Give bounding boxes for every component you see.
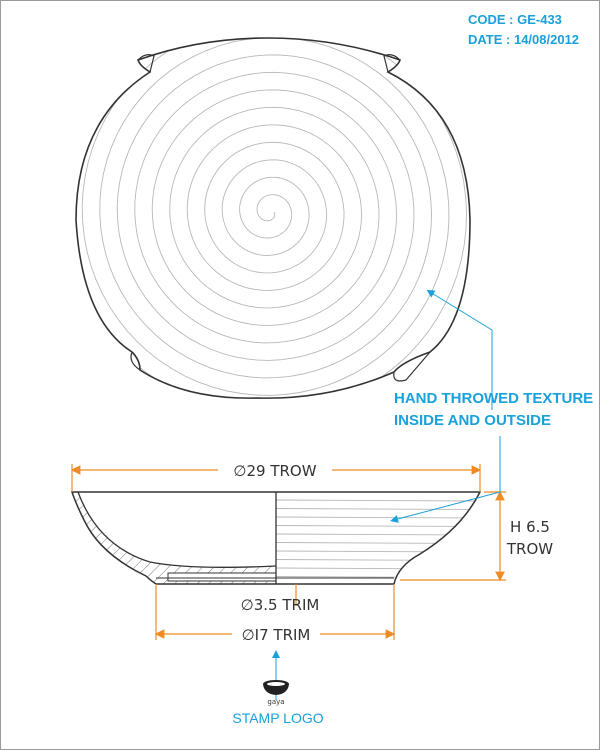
stamp-logo-icon: gaya	[263, 680, 289, 706]
side-texture	[276, 499, 480, 578]
base-diameter-label: ∅I7 TRIM	[242, 626, 311, 644]
notch-bottom-right	[393, 351, 431, 382]
texture-note-line1: HAND THROWED TEXTURE	[394, 390, 594, 407]
notch-top-right	[383, 54, 401, 73]
texture-note: HAND THROWED TEXTURE INSIDE AND OUTSIDE	[394, 388, 593, 432]
section-hatch	[72, 492, 276, 584]
section-outline	[70, 491, 482, 585]
notch-top-left	[137, 54, 155, 73]
texture-ring	[276, 542, 480, 544]
bowl-top-view	[75, 37, 471, 399]
notch-bottom-left	[130, 351, 141, 371]
foot-diameter-label: ∅3.5 TRIM	[241, 596, 320, 614]
texture-leader	[390, 289, 501, 523]
product-code: CODE : GE-433	[468, 12, 562, 27]
top-diameter-label: ∅29 TROW	[233, 462, 316, 480]
drawing-date: DATE : 14/08/2012	[468, 32, 580, 47]
height-label-line1: H 6.5	[510, 518, 550, 536]
texture-note-line2: INSIDE AND OUTSIDE	[394, 412, 551, 429]
base-dim-label-bg	[232, 625, 320, 643]
texture-ring	[276, 550, 480, 553]
texture-ring	[276, 508, 480, 510]
texture-ring	[276, 516, 480, 519]
texture-ring	[276, 525, 480, 527]
foot-recess	[167, 572, 277, 582]
texture-ring	[276, 533, 480, 536]
top-dim-label-bg	[218, 461, 332, 479]
spiral-texture	[76, 38, 470, 399]
height-label-line2: TROW	[506, 540, 553, 558]
bowl-section-view	[70, 491, 482, 585]
texture-ring	[276, 499, 480, 502]
inner-wall-line	[77, 491, 277, 568]
stamp-brand: gaya	[267, 698, 284, 706]
title-block: CODE : GE-433 DATE : 14/08/2012	[468, 10, 579, 50]
texture-ring	[276, 576, 480, 578]
stamp-logo-label: STAMP LOGO	[232, 710, 324, 726]
texture-ring	[276, 559, 480, 561]
texture-ring	[276, 567, 480, 570]
